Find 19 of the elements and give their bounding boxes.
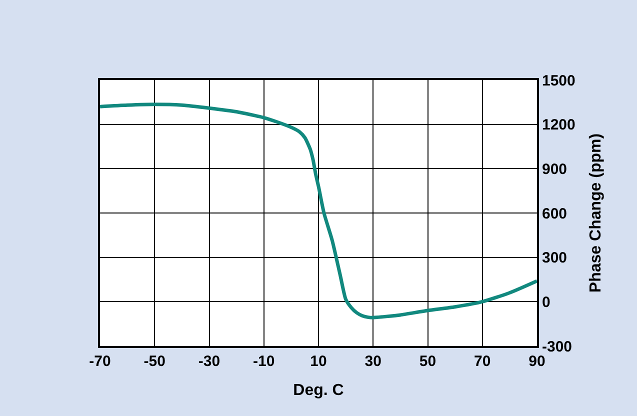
y-tick-label: -300 — [542, 338, 572, 356]
y-tick-label: 1200 — [542, 116, 576, 134]
x-tick-label: -70 — [89, 353, 111, 370]
y-tick-label: 300 — [542, 250, 568, 267]
y-tick-label: 900 — [542, 160, 568, 178]
x-tick-label: 10 — [310, 353, 327, 370]
x-tick-label: -30 — [198, 353, 220, 370]
x-tick-label: 50 — [419, 353, 436, 370]
y-tick-label: 600 — [542, 205, 568, 222]
y-tick-label: 0 — [542, 294, 550, 311]
y-tick-label: 1500 — [542, 72, 576, 90]
x-tick-label: 90 — [528, 353, 546, 370]
x-tick-label: -10 — [253, 353, 275, 370]
x-tick-label: 30 — [364, 353, 382, 370]
y-axis-title: Phase Change (ppm) — [588, 133, 605, 293]
x-axis-title: Deg. C — [293, 382, 344, 400]
x-tick-label: 70 — [474, 353, 491, 370]
x-tick-label: -50 — [144, 353, 166, 370]
line-series — [100, 102, 537, 320]
